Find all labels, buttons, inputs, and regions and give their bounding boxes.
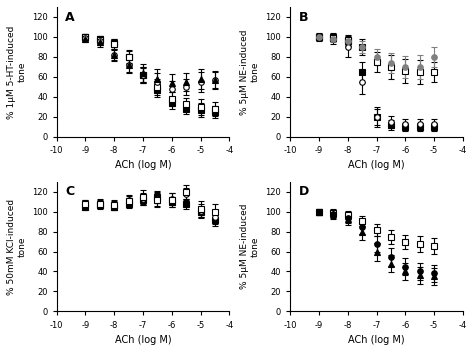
Text: A: A [65,11,75,24]
Y-axis label: % 5μM NE-induced
tone: % 5μM NE-induced tone [240,204,260,289]
X-axis label: ACh (log M): ACh (log M) [348,161,405,170]
X-axis label: ACh (log M): ACh (log M) [115,161,172,170]
Y-axis label: % 5μM NE-induced
tone: % 5μM NE-induced tone [240,29,260,115]
Text: D: D [299,186,309,199]
X-axis label: ACh (log M): ACh (log M) [348,335,405,345]
Y-axis label: % 1μM 5-HT-induced
tone: % 1μM 5-HT-induced tone [7,25,27,119]
Text: C: C [65,186,74,199]
Y-axis label: % 50mM KCl-induced
tone: % 50mM KCl-induced tone [7,199,27,295]
Text: B: B [299,11,309,24]
X-axis label: ACh (log M): ACh (log M) [115,335,172,345]
